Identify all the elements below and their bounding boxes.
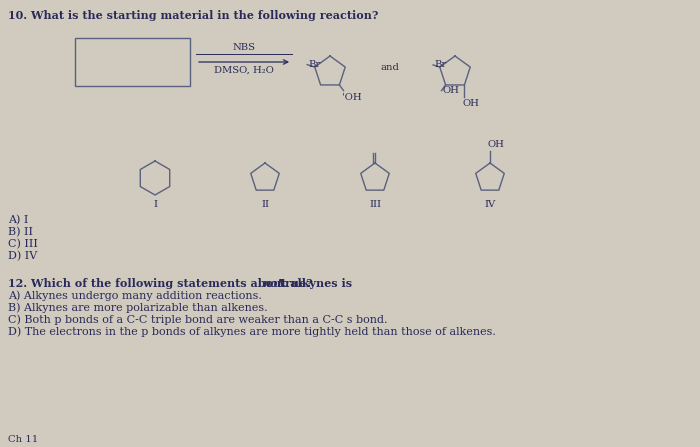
Text: Ch 11: Ch 11 xyxy=(8,435,38,444)
Text: A) Alkynes undergo many addition reactions.: A) Alkynes undergo many addition reactio… xyxy=(8,290,262,300)
Text: C) Both p bonds of a C-C triple bond are weaker than a C-C s bond.: C) Both p bonds of a C-C triple bond are… xyxy=(8,314,388,325)
Text: B) Alkynes are more polarizable than alkenes.: B) Alkynes are more polarizable than alk… xyxy=(8,302,267,312)
Text: 12. Which of the following statements about alkynes is: 12. Which of the following statements ab… xyxy=(8,278,356,289)
Text: 10. What is the starting material in the following reaction?: 10. What is the starting material in the… xyxy=(8,10,379,21)
Text: II: II xyxy=(261,200,269,209)
Text: D) The electrons in the p bonds of alkynes are more tightly held than those of a: D) The electrons in the p bonds of alkyn… xyxy=(8,326,496,337)
Text: OH: OH xyxy=(442,86,459,95)
Text: OH: OH xyxy=(463,99,480,108)
Text: OH: OH xyxy=(488,140,505,149)
Text: Br: Br xyxy=(434,60,447,69)
Text: III: III xyxy=(369,200,381,209)
Text: DMSO, H₂O: DMSO, H₂O xyxy=(214,66,274,75)
Text: true?: true? xyxy=(276,278,313,289)
Text: D) IV: D) IV xyxy=(8,251,37,261)
Text: 'OH: 'OH xyxy=(342,93,361,101)
Text: B) II: B) II xyxy=(8,227,33,237)
Text: IV: IV xyxy=(484,200,496,209)
Text: not: not xyxy=(262,278,283,289)
Text: C) III: C) III xyxy=(8,239,38,249)
Text: Br: Br xyxy=(308,60,321,69)
Text: NBS: NBS xyxy=(232,43,256,52)
Text: and: and xyxy=(381,63,400,72)
Text: I: I xyxy=(153,200,157,209)
Text: A) I: A) I xyxy=(8,215,29,225)
Bar xyxy=(75,38,190,86)
